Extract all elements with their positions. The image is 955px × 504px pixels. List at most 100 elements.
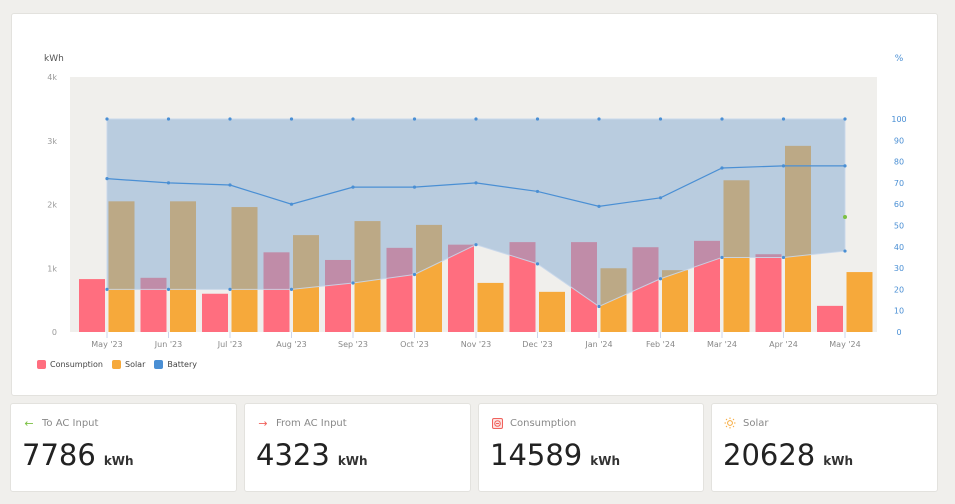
battery-max-point xyxy=(105,117,109,121)
battery-avg-point xyxy=(535,189,540,194)
y-axis-right-label: % xyxy=(895,54,904,64)
battery-min-point xyxy=(474,243,478,247)
stat-label: To AC Input xyxy=(42,417,99,429)
consumption-icon xyxy=(491,417,503,429)
x-tick-label: Aug '23 xyxy=(276,340,307,349)
stat-card-solar: Solar 20628 kWh xyxy=(711,403,938,492)
battery-avg-point xyxy=(720,166,724,170)
legend-item-solar[interactable]: Solar xyxy=(111,360,146,369)
x-tick-label: Jan '24 xyxy=(584,340,612,349)
stat-unit: kWh xyxy=(590,454,621,468)
stat-card-from-ac-input: → From AC Input 4323 kWh xyxy=(244,403,471,492)
y-tick-right: 10 xyxy=(894,307,904,316)
y-tick-left: 3k xyxy=(47,137,57,146)
stat-value: 20628 xyxy=(723,438,816,472)
x-tick-label: Apr '24 xyxy=(769,340,798,349)
bar-consumption xyxy=(817,305,843,332)
battery-avg-point xyxy=(105,177,109,181)
sun-icon xyxy=(724,417,736,429)
battery-max-point xyxy=(351,117,355,121)
y-tick-left: 0 xyxy=(52,328,57,337)
bar-consumption xyxy=(202,293,228,332)
chart-legend: Consumption Solar Battery xyxy=(37,360,200,369)
x-tick-label: Feb '24 xyxy=(646,340,675,349)
battery-min-point xyxy=(720,255,724,260)
bar-solar xyxy=(477,282,504,332)
battery-max-point xyxy=(412,117,417,121)
stat-value: 4323 xyxy=(256,438,330,472)
energy-chart: kWh % 0 1k 2k 3k 4k 0 10 20 30 40 50 60 70 80 90 100 May '… xyxy=(44,54,907,349)
y-tick-left: 1k xyxy=(47,264,57,273)
x-tick-label: Oct '23 xyxy=(400,340,429,349)
battery-avg-point xyxy=(351,185,355,189)
x-tick-label: Dec '23 xyxy=(522,340,552,349)
battery-min-point xyxy=(105,287,109,291)
battery-max-point xyxy=(228,117,232,121)
battery-avg-point xyxy=(597,204,601,208)
legend-item-battery[interactable]: Battery xyxy=(154,360,197,369)
battery-max-point xyxy=(535,117,540,121)
stat-unit: kWh xyxy=(337,454,368,468)
bar-solar xyxy=(662,270,688,332)
arrow-right-icon: → xyxy=(258,416,268,430)
battery-min-point xyxy=(535,262,540,266)
battery-max-point xyxy=(781,117,786,121)
bar-consumption xyxy=(755,254,782,332)
y-tick-right: 50 xyxy=(894,222,904,231)
x-tick-label: Mar '24 xyxy=(707,340,737,349)
battery-avg-point xyxy=(412,185,417,189)
x-tick-label: Sep '23 xyxy=(338,340,368,349)
x-tick-label: May '23 xyxy=(91,340,122,349)
battery-avg-point xyxy=(474,181,478,185)
battery-avg-point xyxy=(843,164,847,168)
battery-current-point xyxy=(843,214,847,219)
battery-min-point xyxy=(412,272,417,277)
stat-value: 14589 xyxy=(490,438,583,472)
y-tick-left: 4k xyxy=(47,73,57,82)
battery-max-point xyxy=(720,117,724,121)
stat-unit: kWh xyxy=(103,454,134,468)
bar-solar xyxy=(539,291,565,332)
battery-avg-point xyxy=(289,202,294,206)
battery-max-point xyxy=(474,117,478,121)
x-tick-label: May '24 xyxy=(829,340,860,349)
stat-unit: kWh xyxy=(823,454,854,468)
battery-min-point xyxy=(781,255,786,260)
y-tick-right: 0 xyxy=(896,328,901,337)
stat-label: From AC Input xyxy=(276,417,347,429)
battery-avg-point xyxy=(166,181,171,185)
battery-min-point xyxy=(351,281,355,285)
battery-min-point xyxy=(228,287,232,291)
bar-consumption xyxy=(79,279,105,332)
battery-min-point xyxy=(658,277,663,281)
battery-max-point xyxy=(597,117,601,121)
stat-card-to-ac-input: ← To AC Input 7786 kWh xyxy=(10,403,237,492)
battery-max-point xyxy=(166,117,171,121)
y-axis-left-label: kWh xyxy=(44,54,64,64)
battery-avg-point xyxy=(658,196,663,200)
stat-value: 7786 xyxy=(22,438,96,472)
y-tick-right: 70 xyxy=(894,179,904,188)
stat-label: Solar xyxy=(743,417,769,429)
battery-min-point xyxy=(289,287,294,291)
bar-solar xyxy=(846,272,873,332)
x-tick-label: Jun '23 xyxy=(154,340,182,349)
battery-max-point xyxy=(658,117,663,121)
battery-max-point xyxy=(843,117,847,121)
legend-label: Solar xyxy=(124,360,146,369)
legend-item-consumption[interactable]: Consumption xyxy=(37,360,103,369)
x-tick-label: Nov '23 xyxy=(461,340,492,349)
stat-label: Consumption xyxy=(510,417,577,429)
y-tick-right: 30 xyxy=(894,264,904,273)
battery-min-point xyxy=(597,304,601,309)
battery-avg-point xyxy=(781,164,786,168)
y-tick-left: 2k xyxy=(47,201,57,210)
arrow-left-icon: ← xyxy=(24,416,34,430)
battery-min-point xyxy=(166,287,171,291)
stat-card-consumption: Consumption 14589 kWh xyxy=(478,403,704,492)
legend-swatch-battery xyxy=(154,360,164,369)
legend-swatch-solar xyxy=(111,360,121,369)
legend-swatch-consumption xyxy=(37,360,46,369)
y-tick-right: 80 xyxy=(894,158,904,167)
y-tick-right: 20 xyxy=(894,285,904,294)
